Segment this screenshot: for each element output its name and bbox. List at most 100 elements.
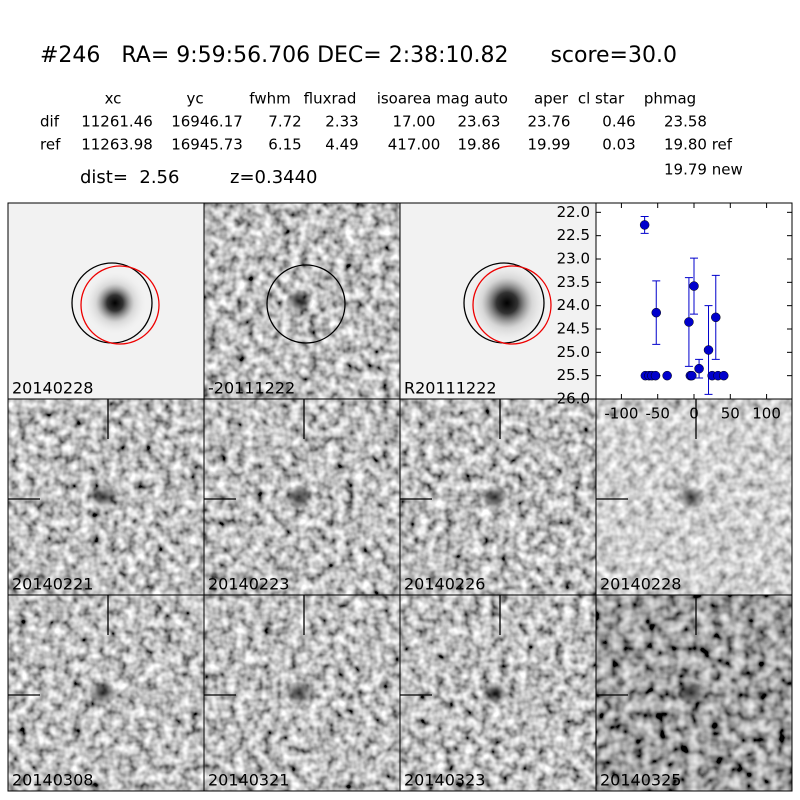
distance: dist= 2.56 [80, 167, 179, 188]
y-tick-label: 22.5 [557, 226, 590, 244]
y-tick-label: 26.0 [557, 390, 590, 408]
table-cell: 17.00 [393, 113, 436, 131]
row-label: dif [40, 113, 60, 131]
aperture-red [80, 265, 160, 345]
data-point [639, 220, 650, 230]
table-cell: 23.63 [458, 113, 501, 131]
data-point [703, 345, 714, 355]
x-tick-label: 0 [689, 405, 699, 423]
row-label: ref [40, 136, 61, 154]
table-cell: 6.15 [268, 136, 301, 154]
source-blob [481, 485, 509, 509]
x-tick-label: -100 [604, 405, 638, 423]
panel-label: R20111222 [404, 379, 497, 398]
source-blob [677, 681, 705, 705]
source-image [83, 271, 147, 335]
x-tick-label: 50 [721, 405, 740, 423]
table-cell: 19.86 [458, 136, 501, 154]
table-cell: 0.46 [602, 113, 635, 131]
table-cell: 19.80 ref [664, 136, 733, 154]
panel-label: 20140308 [12, 771, 93, 790]
source-blob [481, 681, 509, 705]
column-header: mag auto [436, 90, 508, 108]
source-blob [89, 485, 117, 509]
image-panel: 20140321 [203, 594, 401, 792]
y-tick-label: 24.0 [557, 296, 590, 314]
data-point [694, 363, 704, 374]
panel-label: 20140228 [600, 575, 681, 594]
image-panel: 20140323 [399, 594, 597, 792]
source-image [465, 261, 549, 345]
column-header: fluxrad [304, 90, 357, 108]
column-header: phmag [644, 90, 696, 108]
candidate-title: #246 RA= 9:59:56.706 DEC= 2:38:10.82 sco… [40, 43, 677, 68]
light-curve: 22.0 22.5 23.0 23.5 24.0 24.5 25.0 25.5 26.0 -100… [557, 202, 793, 423]
y-tick-label: 24.5 [557, 320, 590, 338]
source-blob [285, 485, 313, 509]
panel-border [595, 594, 793, 792]
panel-label: 20140323 [404, 771, 485, 790]
table-cell: 0.03 [602, 136, 635, 154]
image-panel: 20140226 [399, 398, 597, 596]
image-panel: 20140325 [595, 594, 793, 792]
source-blob [285, 681, 313, 705]
image-panel: 20140221 [7, 398, 205, 596]
x-tick-label: 100 [752, 405, 781, 423]
aperture-black [266, 264, 346, 344]
image-grid: 20140228 -20111222 R20111222 20140221 201402… [7, 202, 793, 792]
x-tick-label: -50 [645, 405, 670, 423]
image-panel: 20140228 [595, 398, 793, 596]
data-point [687, 370, 697, 381]
panel-label: 20140226 [404, 575, 485, 594]
panel-label: -20111222 [208, 379, 295, 398]
column-header: aper [534, 90, 569, 108]
image-panel: 20140308 [7, 594, 205, 792]
table-cell: 23.58 [664, 113, 707, 131]
image-panel: 20140228 [7, 202, 205, 400]
panel-label: 20140321 [208, 771, 289, 790]
table-cell: 2.33 [325, 113, 358, 131]
panel-label: 20140223 [208, 575, 289, 594]
table-cell: 417.00 [388, 136, 441, 154]
column-header: isoarea [377, 90, 432, 108]
image-panel: -20111222 [203, 202, 401, 400]
data-point [651, 307, 662, 318]
column-header: fwhm [249, 90, 290, 108]
table-cell: 16946.17 [171, 113, 243, 131]
source-blob [677, 485, 705, 509]
data-point [719, 370, 729, 381]
table-cell: 4.49 [325, 136, 358, 154]
y-tick-label: 25.0 [557, 343, 590, 361]
source-blob [285, 289, 313, 313]
aperture-red [472, 265, 552, 345]
column-header: cl star [578, 90, 625, 108]
y-tick-label: 23.5 [557, 273, 590, 291]
image-panel: 20140223 [203, 398, 401, 596]
info-table: xc yc fwhm fluxrad isoarea mag auto aper cl sta… [40, 90, 733, 154]
table-cell: 16945.73 [171, 136, 243, 154]
column-header: yc [186, 90, 203, 108]
data-point [689, 281, 699, 291]
phmag-new: 19.79 new [664, 161, 743, 179]
table-cell: 7.72 [268, 113, 301, 131]
panel-label: 20140325 [600, 771, 681, 790]
data-point [684, 317, 694, 327]
data-point [662, 370, 672, 381]
data-point [650, 370, 661, 381]
column-header: xc [105, 90, 122, 108]
panel-label: 20140228 [12, 379, 93, 398]
y-tick-label: 22.0 [557, 203, 590, 221]
source-blob [89, 681, 117, 705]
panel-label: 20140221 [12, 575, 93, 594]
table-cell: 11263.98 [81, 136, 153, 154]
image-panel: R20111222 [399, 202, 597, 400]
table-cell: 19.99 [528, 136, 571, 154]
table-cell: 11261.46 [81, 113, 153, 131]
y-tick-label: 25.5 [557, 366, 590, 384]
y-tick-label: 23.0 [557, 250, 590, 268]
data-point [711, 312, 721, 323]
table-cell: 23.76 [528, 113, 571, 131]
redshift: z=0.3440 [230, 167, 318, 188]
